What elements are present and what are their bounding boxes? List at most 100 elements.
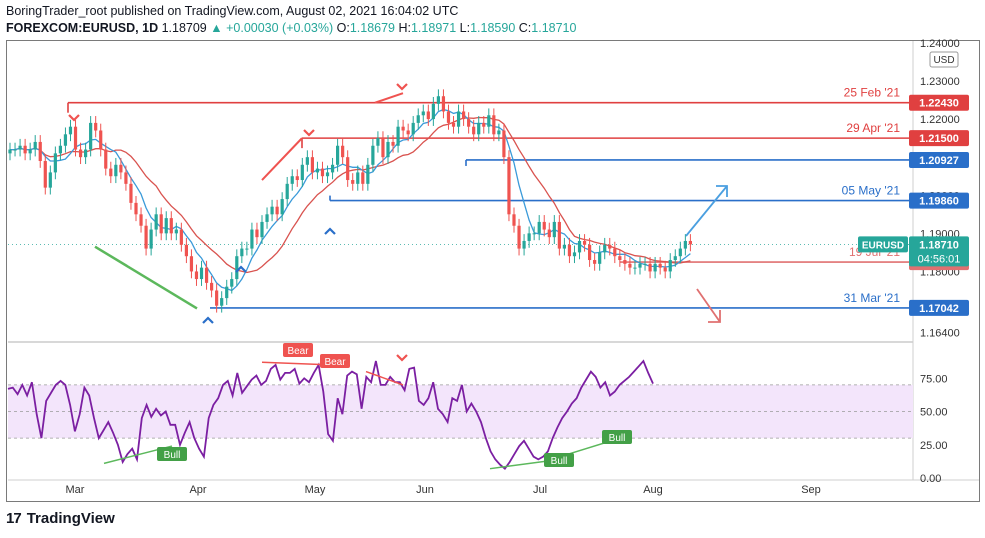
candle-body	[18, 145, 22, 150]
tradingview-logo[interactable]: 17 TradingView	[6, 510, 115, 527]
candle-body	[406, 130, 410, 135]
candle-body	[441, 96, 446, 112]
level-date-label: 29 Apr '21	[846, 121, 900, 135]
candle-body	[411, 122, 415, 135]
symbol-name[interactable]: FOREXCOM:EURUSD, 1D	[6, 21, 159, 35]
candle-body	[522, 240, 526, 249]
candle-body	[361, 172, 365, 184]
candle-body	[139, 214, 143, 226]
bullish-chevron-icon	[324, 227, 336, 235]
candle-body	[482, 122, 486, 127]
candle-body	[446, 111, 451, 123]
x-tick-label: May	[305, 484, 326, 496]
candle-body	[13, 149, 17, 151]
candle-body	[351, 180, 355, 184]
annotation-badge	[602, 430, 632, 444]
tradingview-logo-icon: 17	[6, 510, 22, 527]
publisher-line: BoringTrader_root published on TradingVi…	[6, 4, 459, 18]
candle-body	[663, 267, 667, 272]
chart-frame[interactable]	[6, 40, 980, 502]
candle-body	[104, 149, 108, 169]
level-price-badge-text: 1.22430	[919, 98, 959, 110]
level-date-label: 31 Mar '21	[844, 291, 901, 305]
candle-body	[547, 229, 551, 238]
forecast-up-arrow-icon	[716, 185, 728, 197]
candle-body	[588, 244, 592, 261]
x-tick-label: Mar	[66, 484, 85, 496]
bearish-chevron-icon	[68, 114, 80, 122]
candle-body	[265, 214, 269, 222]
candle-body	[497, 130, 501, 135]
candle-body	[562, 244, 566, 249]
candle-body	[325, 172, 330, 177]
candle-body	[356, 172, 360, 184]
y-tick-label: 1.24000	[920, 38, 960, 50]
candle-body	[603, 244, 607, 253]
candle-body	[174, 229, 178, 234]
candle-body	[512, 214, 516, 226]
candle-body	[275, 206, 279, 215]
candle-body	[73, 126, 78, 150]
candle-body	[215, 290, 219, 306]
candle-body	[582, 240, 587, 245]
candle-body	[99, 130, 103, 150]
candle-body	[577, 240, 582, 253]
candle-body	[628, 263, 632, 268]
countdown-badge-text: 04:56:01	[918, 253, 961, 265]
level-price-badge-text: 1.17042	[919, 303, 959, 315]
level-price-badge	[909, 94, 969, 111]
candle-body	[124, 172, 128, 184]
candle-body	[270, 206, 274, 215]
candle-body	[431, 103, 435, 120]
annotation-badge-text: Bull	[551, 456, 568, 467]
candle-body	[386, 141, 390, 158]
level-price-badge-text: 1.21500	[919, 133, 959, 145]
y-tick-label: 1.22000	[920, 114, 960, 126]
candle-body	[23, 145, 27, 154]
candle-body	[472, 126, 476, 135]
candle-body	[320, 168, 325, 177]
candle-body	[638, 263, 642, 268]
x-tick-label: Jul	[533, 484, 547, 496]
tradingview-logo-text: TradingView	[26, 510, 115, 527]
close-value: 1.18710	[531, 21, 577, 35]
candle-body	[225, 286, 229, 299]
candle-body	[462, 111, 466, 120]
candle-body	[507, 157, 511, 215]
candle-body	[593, 260, 597, 264]
candle-body	[683, 240, 687, 249]
price-trend-line	[261, 137, 303, 181]
candle-body	[159, 214, 163, 234]
candle-body	[94, 122, 98, 131]
candle-body	[310, 157, 314, 173]
low-label: L:	[459, 21, 471, 35]
y-tick-label: 1.16400	[920, 327, 960, 339]
candle-body	[144, 225, 148, 249]
candle-body	[129, 183, 133, 203]
close-label: C:	[518, 21, 532, 35]
candle-body	[456, 111, 461, 127]
candle-body	[280, 199, 284, 215]
candle-body	[391, 141, 395, 146]
candle-body	[678, 248, 682, 257]
candle-body	[572, 252, 577, 257]
level-price-badge	[909, 151, 969, 168]
candle-body	[38, 141, 42, 161]
candle-body	[653, 263, 657, 272]
candle-body	[487, 115, 491, 127]
price-badge-text: 1.18710	[919, 239, 959, 251]
candle-body	[184, 244, 188, 257]
candle-body	[648, 263, 652, 272]
level-price-badge	[909, 130, 969, 147]
candle-body	[517, 225, 521, 249]
symbol-badge	[858, 236, 908, 253]
candle-body	[557, 221, 561, 249]
level-price-badge	[909, 192, 969, 209]
candle-body	[396, 126, 400, 146]
candle-body	[164, 218, 168, 234]
open-value: 1.18679	[349, 21, 395, 35]
symbol-line: FOREXCOM:EURUSD, 1D 1.18709 ▲ +0.00030 (…	[6, 21, 576, 35]
forecast-down-arrow-icon	[708, 310, 721, 323]
candle-body	[336, 145, 340, 165]
